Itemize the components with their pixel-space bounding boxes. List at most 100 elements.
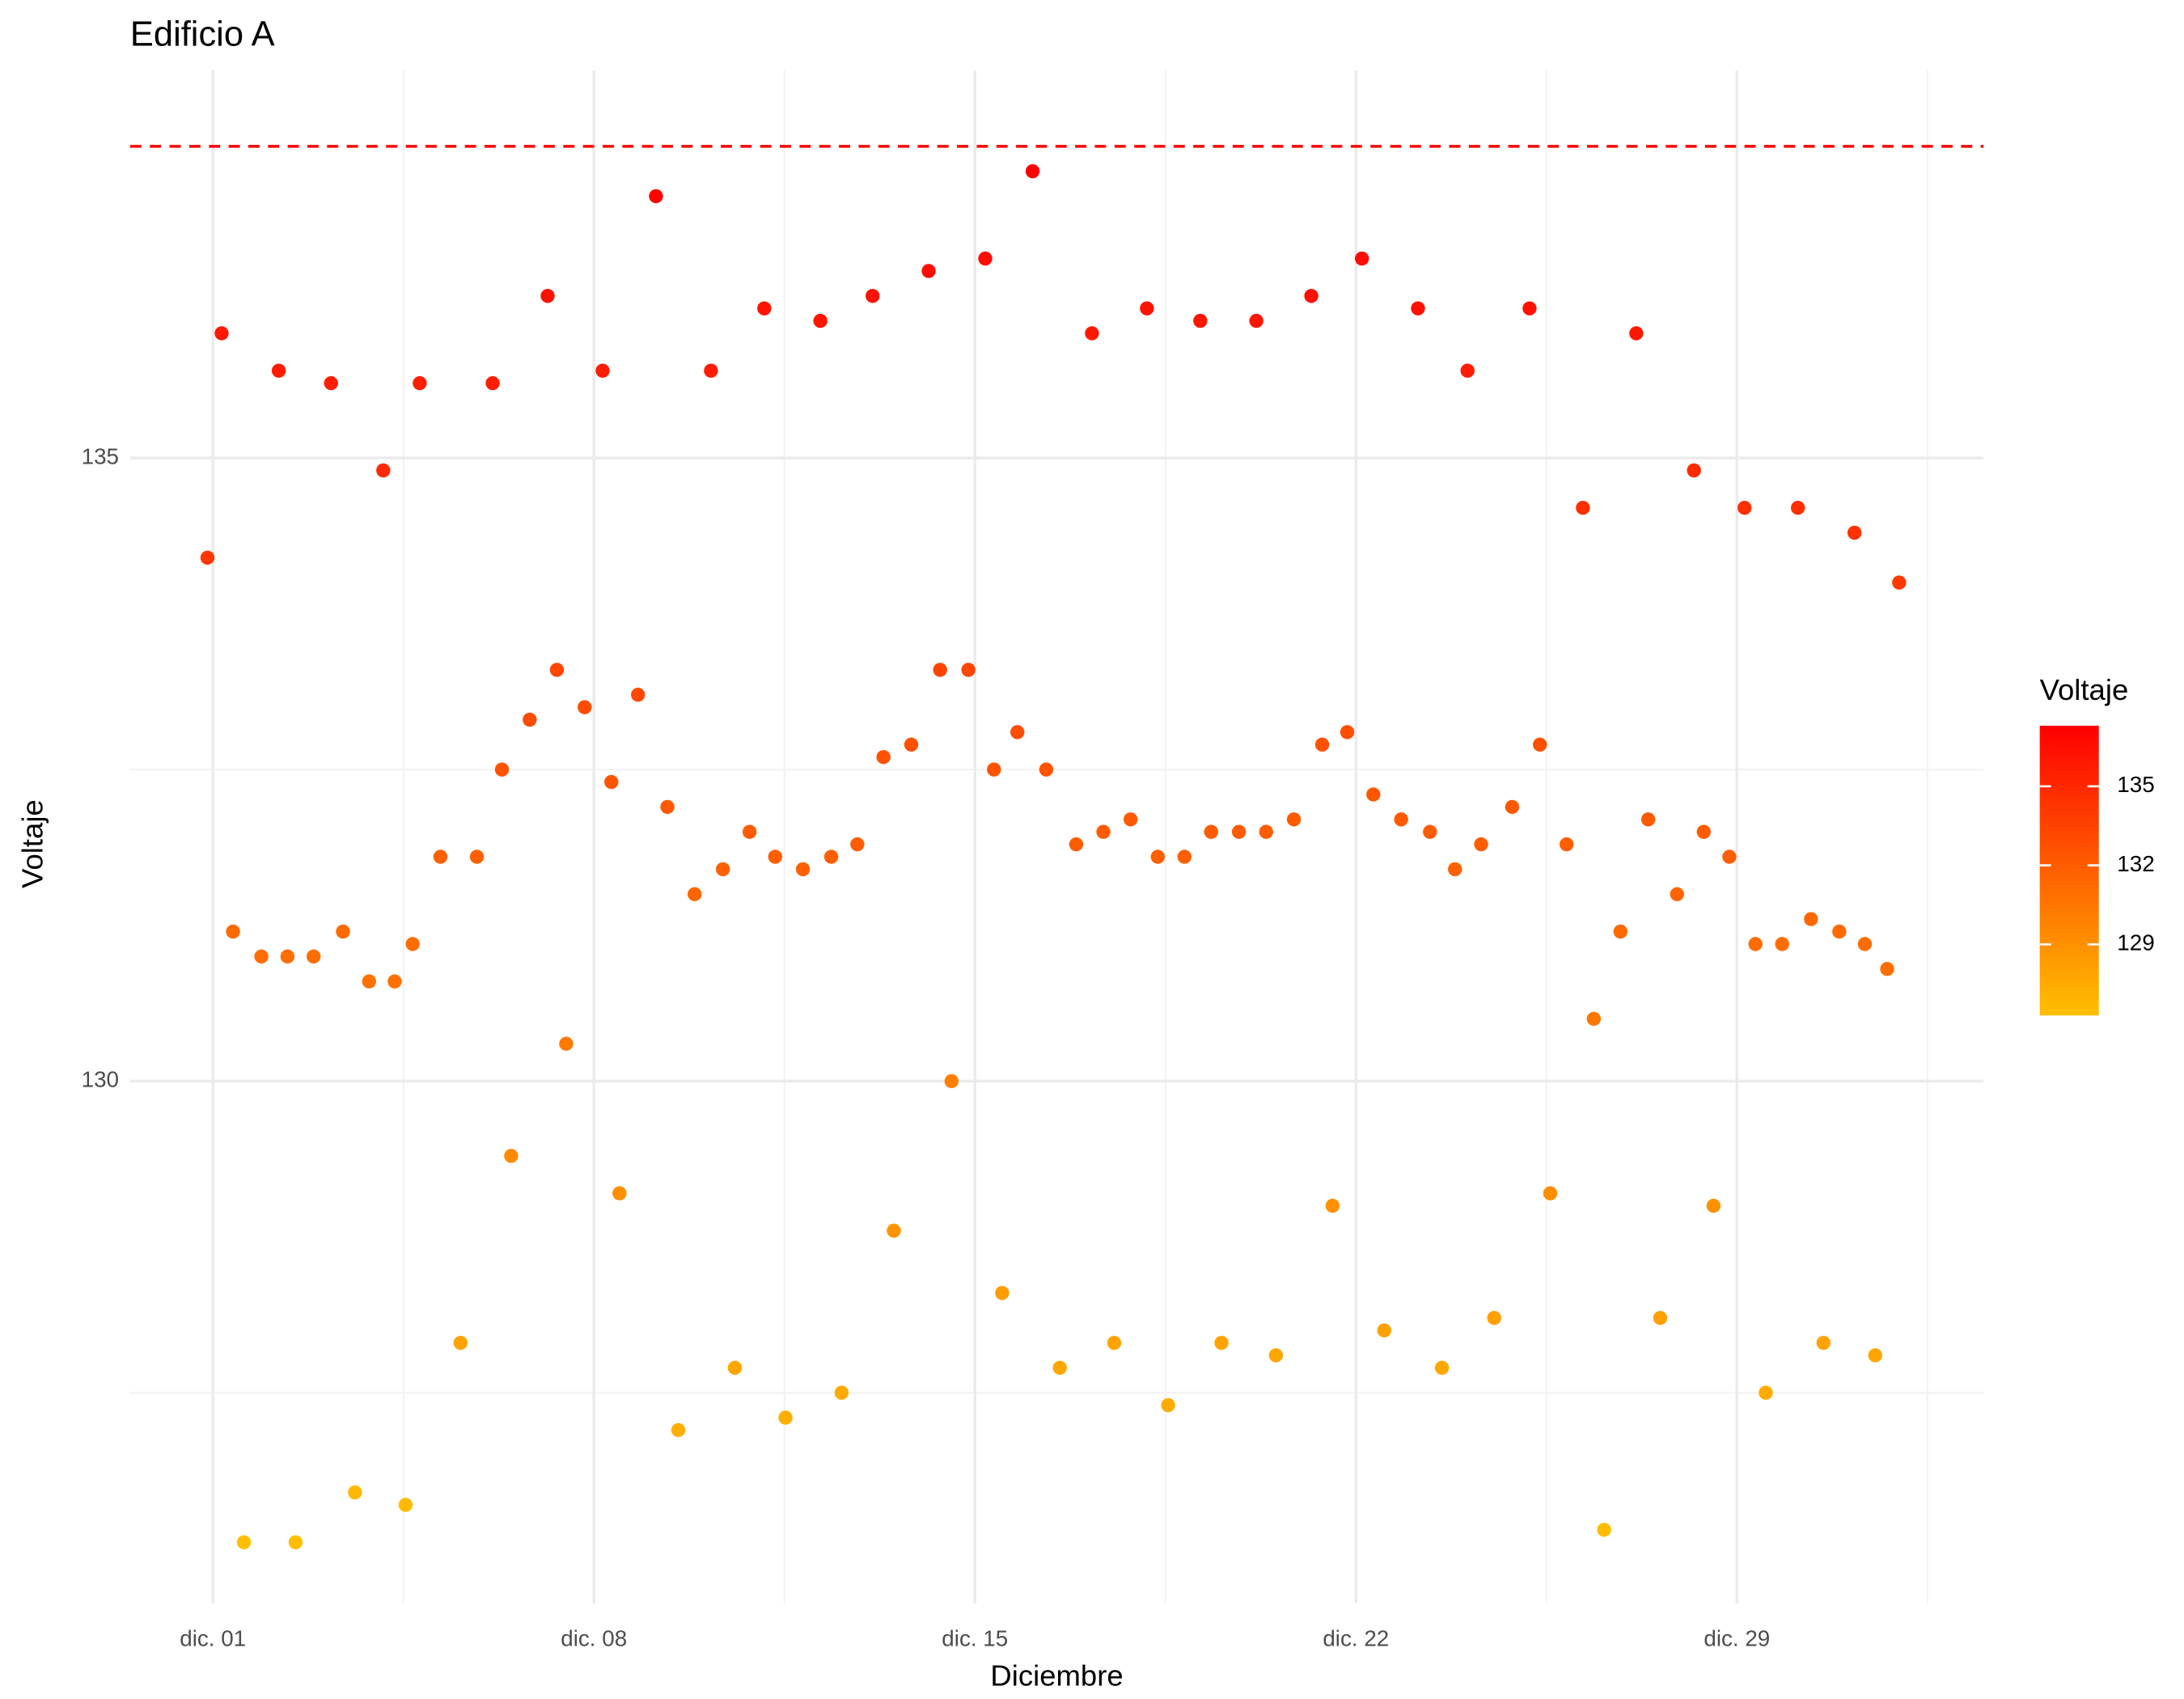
point <box>944 1074 959 1088</box>
point <box>1880 961 1894 977</box>
point <box>1010 725 1025 739</box>
point <box>271 363 286 378</box>
point <box>398 1498 413 1512</box>
point <box>1543 1186 1558 1201</box>
point <box>1286 812 1302 827</box>
y-tick-label: 130 <box>82 1067 119 1092</box>
point <box>1340 725 1355 739</box>
point <box>1377 1323 1391 1338</box>
grid <box>129 70 1984 1604</box>
point <box>604 774 619 790</box>
point <box>1576 500 1590 515</box>
point <box>254 949 269 964</box>
point <box>1613 924 1628 939</box>
point <box>1325 1198 1340 1214</box>
point <box>671 1422 686 1438</box>
point <box>961 663 976 677</box>
point <box>405 937 420 951</box>
point <box>813 313 827 328</box>
point <box>1150 850 1166 864</box>
x-tick-label: dic. 01 <box>180 1625 246 1650</box>
point <box>324 375 338 391</box>
x-tick-label: dic. 15 <box>942 1625 1008 1650</box>
point <box>649 189 663 204</box>
point <box>1140 301 1154 316</box>
point <box>1069 837 1084 852</box>
point <box>1759 1385 1773 1400</box>
colorbar <box>2039 726 2099 1016</box>
point <box>1670 887 1685 901</box>
point <box>200 550 215 565</box>
point <box>1025 164 1040 179</box>
colorbar-label: 135 <box>2117 772 2154 797</box>
point <box>1411 301 1425 316</box>
point <box>523 712 537 727</box>
point <box>716 862 730 877</box>
point <box>631 688 645 702</box>
point <box>1124 812 1138 827</box>
point <box>660 799 675 815</box>
point <box>1193 313 1208 328</box>
point <box>280 949 295 964</box>
point <box>704 363 718 378</box>
point <box>1231 824 1246 839</box>
point <box>612 1186 627 1201</box>
point <box>336 924 350 939</box>
points <box>200 164 1907 1549</box>
point <box>1366 787 1381 802</box>
point <box>559 1036 574 1051</box>
point <box>933 663 947 677</box>
point <box>1832 924 1847 939</box>
point <box>307 949 321 964</box>
point <box>921 264 936 278</box>
point <box>504 1149 518 1163</box>
point <box>376 463 391 478</box>
point <box>904 737 919 752</box>
point <box>1560 837 1574 852</box>
y-tick-label: 135 <box>82 443 119 468</box>
point <box>1434 1360 1450 1375</box>
point <box>226 924 240 939</box>
point <box>540 289 555 303</box>
point <box>1394 812 1408 827</box>
point <box>834 1385 849 1400</box>
point <box>1586 1011 1602 1026</box>
point <box>578 700 592 714</box>
point <box>1748 937 1763 951</box>
point <box>978 251 993 266</box>
x-tick-label: dic. 22 <box>1323 1625 1389 1650</box>
point <box>1085 326 1099 341</box>
point <box>362 974 377 989</box>
point <box>1161 1398 1175 1413</box>
point <box>1737 500 1752 515</box>
point <box>823 850 839 864</box>
point <box>795 862 811 877</box>
point <box>1448 862 1462 877</box>
point <box>494 762 510 777</box>
point <box>1096 824 1111 839</box>
point <box>1804 912 1818 926</box>
point <box>1259 824 1273 839</box>
point <box>1204 824 1218 839</box>
point <box>1653 1311 1668 1325</box>
point <box>1868 1348 1882 1362</box>
point <box>1640 812 1656 827</box>
x-axis-label: Diciembre <box>990 1659 1123 1693</box>
point <box>413 375 427 391</box>
point <box>1268 1348 1284 1362</box>
chart-title: Edificio A <box>130 15 275 54</box>
point <box>1533 737 1547 752</box>
point <box>469 850 485 864</box>
point <box>1314 737 1330 752</box>
legend-title: Voltaje <box>2040 673 2129 706</box>
colorbar-label: 132 <box>2117 851 2154 876</box>
point <box>453 1336 468 1350</box>
point <box>433 850 448 864</box>
x-tick-label: dic. 08 <box>561 1625 627 1650</box>
point <box>1857 937 1873 951</box>
point <box>850 837 865 852</box>
point <box>1052 1360 1067 1375</box>
point <box>757 301 772 316</box>
